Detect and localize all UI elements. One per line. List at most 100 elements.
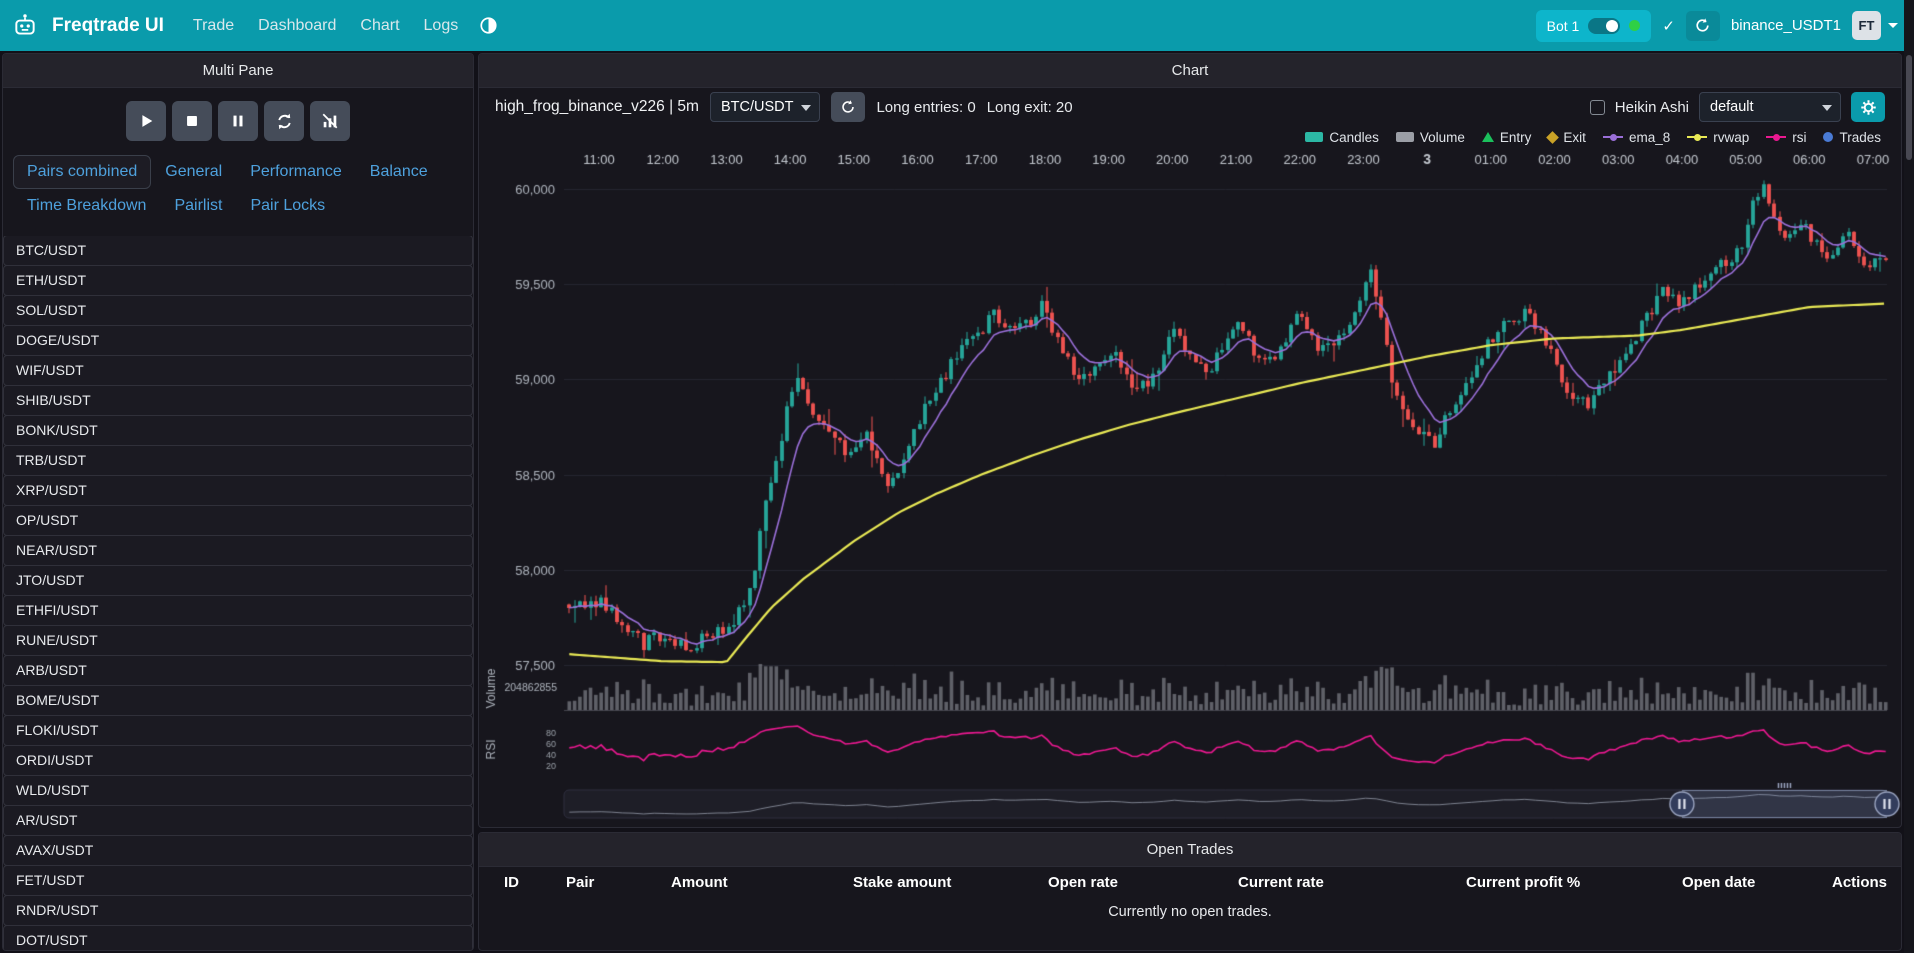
pair-list-item[interactable]: WIF/USDT: [3, 355, 473, 386]
heikin-ashi-label: Heikin Ashi: [1614, 98, 1689, 116]
freqtrade-logo-icon: [12, 13, 38, 39]
navbar-right: Bot 1 ✓ binance_USDT1 FT: [1535, 9, 1898, 42]
pause-button[interactable]: [218, 101, 258, 141]
right-column: Chart high_frog_binance_v226 | 5m BTC/US…: [478, 53, 1902, 951]
pair-list-item[interactable]: DOGE/USDT: [3, 325, 473, 356]
legend-item[interactable]: Trades: [1823, 130, 1881, 145]
legend-marker-icon: [1546, 130, 1560, 144]
open-trades-panel: Open Trades ID Pair Amount Stake amount Open…: [478, 832, 1902, 951]
legend-item[interactable]: rsi: [1766, 130, 1806, 145]
navbar: Freqtrade UI Trade Dashboard Chart Logs Bot…: [0, 0, 1914, 51]
legend-marker-icon: [1687, 133, 1708, 141]
tab-row-1: Pairs combined General Performance Balance: [13, 155, 463, 189]
pair-list-item[interactable]: RUNE/USDT: [3, 625, 473, 656]
chevron-down-icon: [801, 105, 812, 111]
pair-list-item[interactable]: ETH/USDT: [3, 265, 473, 296]
pair-list-item[interactable]: NEAR/USDT: [3, 535, 473, 566]
stop-button[interactable]: [172, 101, 212, 141]
play-button[interactable]: [126, 101, 166, 141]
pair-list-item[interactable]: TRB/USDT: [3, 445, 473, 476]
pair-list-item[interactable]: RNDR/USDT: [3, 895, 473, 926]
bot-toggle[interactable]: [1588, 17, 1621, 34]
pane-tab[interactable]: Pair Locks: [250, 197, 326, 214]
refresh-chart-button[interactable]: [831, 92, 866, 122]
multi-pane-panel: Multi Pane: [2, 53, 474, 951]
legend-item[interactable]: Volume: [1395, 130, 1465, 145]
pair-list-item[interactable]: WLD/USDT: [3, 775, 473, 806]
pair-select-value: BTC/USDT: [720, 99, 794, 115]
pair-list-item[interactable]: SHIB/USDT: [3, 385, 473, 416]
pair-list-item[interactable]: AR/USDT: [3, 805, 473, 836]
chart-clear-button[interactable]: [310, 101, 350, 141]
main-content: Multi Pane: [0, 51, 1904, 953]
price-chart-canvas[interactable]: [479, 148, 1901, 827]
pair-list-item[interactable]: ARB/USDT: [3, 655, 473, 686]
pair-list-item[interactable]: XRP/USDT: [3, 475, 473, 506]
open-trades-column-header: Actions: [1832, 874, 1888, 891]
legend-item[interactable]: ema_8: [1602, 130, 1670, 145]
chevron-down-icon: [1888, 23, 1898, 28]
reload-pane-button[interactable]: [264, 101, 304, 141]
open-trades-column-header: Stake amount: [853, 874, 952, 891]
multi-pane-title: Multi Pane: [3, 54, 473, 88]
pair-list: BTC/USDT ETH/USDT SOL/USDT DOGE/USDT WIF/USD…: [3, 236, 473, 950]
bot-selector[interactable]: Bot 1: [1535, 9, 1652, 42]
user-menu[interactable]: FT: [1852, 11, 1898, 40]
pair-list-item[interactable]: OP/USDT: [3, 505, 473, 536]
open-trades-header: ID Pair Amount Stake amount Open rate Current…: [479, 867, 1901, 898]
bot-toggle-knob: [1606, 19, 1619, 32]
bot-name: Bot 1: [1546, 17, 1580, 34]
chart-toolbar-right: Heikin Ashi default: [1589, 92, 1885, 122]
pane-tab[interactable]: Balance: [369, 163, 428, 180]
open-trades-column-header: ID: [504, 874, 519, 891]
open-trades-empty-message: Currently no open trades.: [1108, 904, 1272, 920]
pair-list-item[interactable]: BOME/USDT: [3, 685, 473, 716]
nav-link[interactable]: Trade: [192, 16, 235, 34]
nav-link[interactable]: Chart: [360, 16, 400, 34]
pair-select[interactable]: BTC/USDT: [709, 92, 821, 122]
nav-link[interactable]: Logs: [423, 16, 459, 34]
long-exit-label: Long exit: 20: [986, 98, 1073, 116]
pair-list-item[interactable]: ETHFI/USDT: [3, 595, 473, 626]
open-trades-column-header: Open date: [1682, 874, 1756, 891]
pair-list-item[interactable]: FLOKI/USDT: [3, 715, 473, 746]
pane-tab[interactable]: Pairs combined: [13, 155, 152, 189]
nav-link[interactable]: Dashboard: [258, 16, 337, 34]
pair-list-item[interactable]: FET/USDT: [3, 865, 473, 896]
pane-tabs: Pairs combined General Performance Balance …: [3, 151, 473, 223]
legend-item[interactable]: Entry: [1481, 130, 1531, 145]
legend-item[interactable]: Candles: [1305, 130, 1379, 145]
legend-item[interactable]: Exit: [1546, 130, 1586, 145]
legend-marker-icon: [1602, 133, 1623, 141]
open-trades-column-header: Current rate: [1238, 874, 1324, 891]
pane-tab[interactable]: Time Breakdown: [27, 197, 147, 214]
tab-row-2: Time Breakdown Pairlist Pair Locks: [13, 189, 463, 223]
heikin-ashi-checkbox[interactable]: [1589, 99, 1605, 115]
pair-list-item[interactable]: BONK/USDT: [3, 415, 473, 446]
legend-marker-icon: [1395, 132, 1414, 142]
chart-legend: Candles Volume Entry Exit ema_8: [479, 126, 1901, 148]
pane-tab[interactable]: General: [165, 163, 223, 180]
pair-list-item[interactable]: BTC/USDT: [3, 236, 473, 266]
pane-tab[interactable]: Pairlist: [174, 197, 223, 214]
legend-marker-icon: [1481, 132, 1494, 142]
page-scrollbar-thumb[interactable]: [1906, 55, 1912, 160]
bot-online-dot: [1629, 20, 1641, 31]
page-scrollbar[interactable]: [1904, 0, 1914, 953]
pair-list-item[interactable]: SOL/USDT: [3, 295, 473, 326]
reload-bot-button[interactable]: [1685, 10, 1720, 41]
pair-list-item[interactable]: AVAX/USDT: [3, 835, 473, 866]
legend-marker-icon: [1305, 132, 1324, 142]
pane-tab[interactable]: Performance: [250, 163, 342, 180]
legend-item[interactable]: rvwap: [1687, 130, 1749, 145]
plot-config-select[interactable]: default: [1699, 92, 1841, 122]
bot-check-icon: ✓: [1662, 17, 1675, 35]
pair-list-item[interactable]: ORDI/USDT: [3, 745, 473, 776]
plot-settings-button[interactable]: [1851, 92, 1885, 122]
nav-links: Trade Dashboard Chart Logs: [182, 11, 469, 41]
open-trades-column-header: Current profit %: [1466, 874, 1581, 891]
theme-toggle-icon[interactable]: [479, 16, 498, 35]
pair-list-item[interactable]: JTO/USDT: [3, 565, 473, 596]
pair-list-item[interactable]: DOT/USDT: [3, 925, 473, 950]
